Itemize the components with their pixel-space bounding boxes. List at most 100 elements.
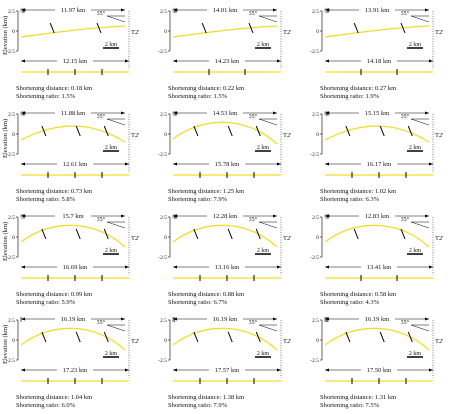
dip-line — [410, 118, 430, 126]
shortening-distance-prefix: Shortening distance: — [16, 188, 71, 195]
y-tick-label: 2.5 — [160, 215, 167, 221]
dip-angle-label: 35° — [97, 319, 106, 326]
arrowhead-left — [21, 8, 25, 12]
fault — [41, 331, 47, 343]
shortening-ratio-value: 6.3% — [366, 196, 380, 203]
shortening-distance-value: 0.58 km — [375, 291, 396, 298]
scale-bar-label: 2 km — [409, 42, 422, 48]
y-tick-label: -2.5 — [158, 152, 167, 158]
arrowhead-left — [325, 214, 329, 218]
y-axis-label: Elevation (km) — [2, 325, 9, 364]
top-length-label-value: 11.88 km — [61, 110, 85, 117]
y-tick-label: 2.5 — [8, 318, 15, 324]
arrowhead-right — [125, 265, 129, 269]
top-length-label-value: 12.28 km — [213, 213, 238, 220]
shortening-distance: Shortening distance: 1.31 km — [320, 394, 396, 401]
bottom-length-label-value: 14.18 km — [367, 58, 392, 65]
y-tick-label: -2.5 — [6, 358, 15, 364]
deformed-profile — [172, 25, 278, 38]
dip-angle-label-value: 35° — [401, 319, 410, 326]
top-length-label: 11.97 km — [61, 7, 85, 14]
fault — [379, 331, 385, 343]
y-tick-label: 0 — [316, 338, 319, 344]
panel-4: 2.5 0 -2.5 ④ 11.88 km 35° T2' 2 km 12.61 km Short… — [6, 108, 139, 203]
fault — [75, 331, 81, 343]
fault — [75, 125, 81, 137]
bottom-length-bg — [57, 262, 93, 270]
shortening-ratio-value: 6.0% — [62, 402, 76, 409]
fault — [193, 228, 199, 240]
top-length-label: 15.7 km — [62, 213, 83, 220]
fault — [353, 228, 359, 240]
scale-bar-label-value: 2 km — [105, 248, 118, 254]
y-tick-label: -2.5 — [310, 49, 319, 55]
shortening-ratio-prefix: Shortening ratio: — [320, 93, 366, 100]
dip-angle-label-value: 35° — [401, 216, 410, 223]
deformed-profile — [324, 327, 430, 351]
shortening-distance-prefix: Shortening distance: — [168, 188, 223, 195]
top-length-bg — [207, 5, 243, 13]
panel-id: Ⅲ — [324, 316, 329, 324]
shortening-ratio-prefix: Shortening ratio: — [168, 402, 214, 409]
shortening-ratio: Shortening ratio: 1.5% — [168, 93, 228, 100]
dip-line — [410, 221, 430, 229]
deformed-profile — [20, 327, 126, 351]
shortening-distance: Shortening distance: 0.99 km — [16, 291, 92, 298]
section-end-label-value: T2' — [131, 132, 139, 139]
top-length-label: 16.19 km — [61, 316, 86, 323]
shortening-distance-prefix: Shortening distance: — [320, 188, 375, 195]
section-end-label-value: T2' — [283, 338, 291, 345]
shortening-ratio-value: 6.7% — [214, 299, 228, 306]
scale-bar-label-value: 2 km — [257, 248, 270, 254]
shortening-distance: Shortening distance: 0.73 km — [16, 188, 92, 195]
dip-angle-label: 35° — [401, 216, 410, 223]
section-end-label: T2' — [283, 235, 291, 242]
fault — [400, 22, 406, 34]
section-end-label: T2' — [435, 338, 443, 345]
dip-angle-label: 35° — [97, 113, 106, 120]
bottom-length-label: 14.18 km — [367, 58, 392, 65]
section-end-label-value: T2' — [435, 29, 443, 36]
deformed-profile — [324, 25, 430, 38]
bottom-length-label-value: 17.50 km — [367, 367, 392, 374]
top-length-label: 16.19 km — [365, 316, 390, 323]
scale-bar-label-value: 2 km — [409, 42, 422, 48]
y-tick-label: -2.5 — [310, 152, 319, 158]
shortening-ratio-prefix: Shortening ratio: — [168, 196, 214, 203]
shortening-distance-value: 0.27 km — [375, 85, 396, 92]
top-length-label: 11.88 km — [61, 110, 85, 117]
scale-bar-label: 2 km — [257, 248, 270, 254]
arrowhead-left — [21, 317, 25, 321]
bottom-length-bg — [361, 159, 397, 167]
y-tick-label: 0 — [164, 338, 167, 344]
shortening-distance: Shortening distance: 0.88 km — [168, 291, 244, 298]
arrowhead-right — [425, 317, 429, 321]
shortening-ratio: Shortening ratio: 6.7% — [168, 299, 228, 306]
section-end-label: T2' — [131, 338, 139, 345]
arrowhead-left — [173, 265, 177, 269]
y-tick-label: 2.5 — [160, 9, 167, 15]
scale-bar-label: 2 km — [105, 145, 118, 151]
dip-line — [106, 324, 126, 332]
scale-bar-label: 2 km — [409, 145, 422, 151]
shortening-ratio-prefix: Shortening ratio: — [16, 402, 62, 409]
arrowhead-right — [125, 368, 129, 372]
arrowhead-left — [21, 368, 25, 372]
shortening-distance-value: 0.22 km — [223, 85, 244, 92]
fault — [41, 228, 47, 240]
dip-angle-label-value: 35° — [249, 10, 258, 17]
top-length-label: 12.28 km — [213, 213, 238, 220]
top-length-label-value: 11.97 km — [61, 7, 85, 14]
scale-bar-label-value: 2 km — [257, 351, 270, 357]
shortening-ratio-value: 7.9% — [214, 402, 228, 409]
fault — [49, 22, 55, 34]
arrowhead-right — [277, 162, 281, 166]
shortening-distance: Shortening distance: 0.18 km — [16, 85, 92, 92]
y-tick-label: 0 — [316, 132, 319, 138]
bottom-length-label-value: 15.78 km — [215, 161, 240, 168]
arrowhead-right — [273, 111, 277, 115]
scale-bar-label: 2 km — [409, 248, 422, 254]
dip-line — [410, 15, 430, 23]
fault — [345, 331, 351, 343]
shortening-ratio: Shortening ratio: 7.9% — [168, 196, 228, 203]
